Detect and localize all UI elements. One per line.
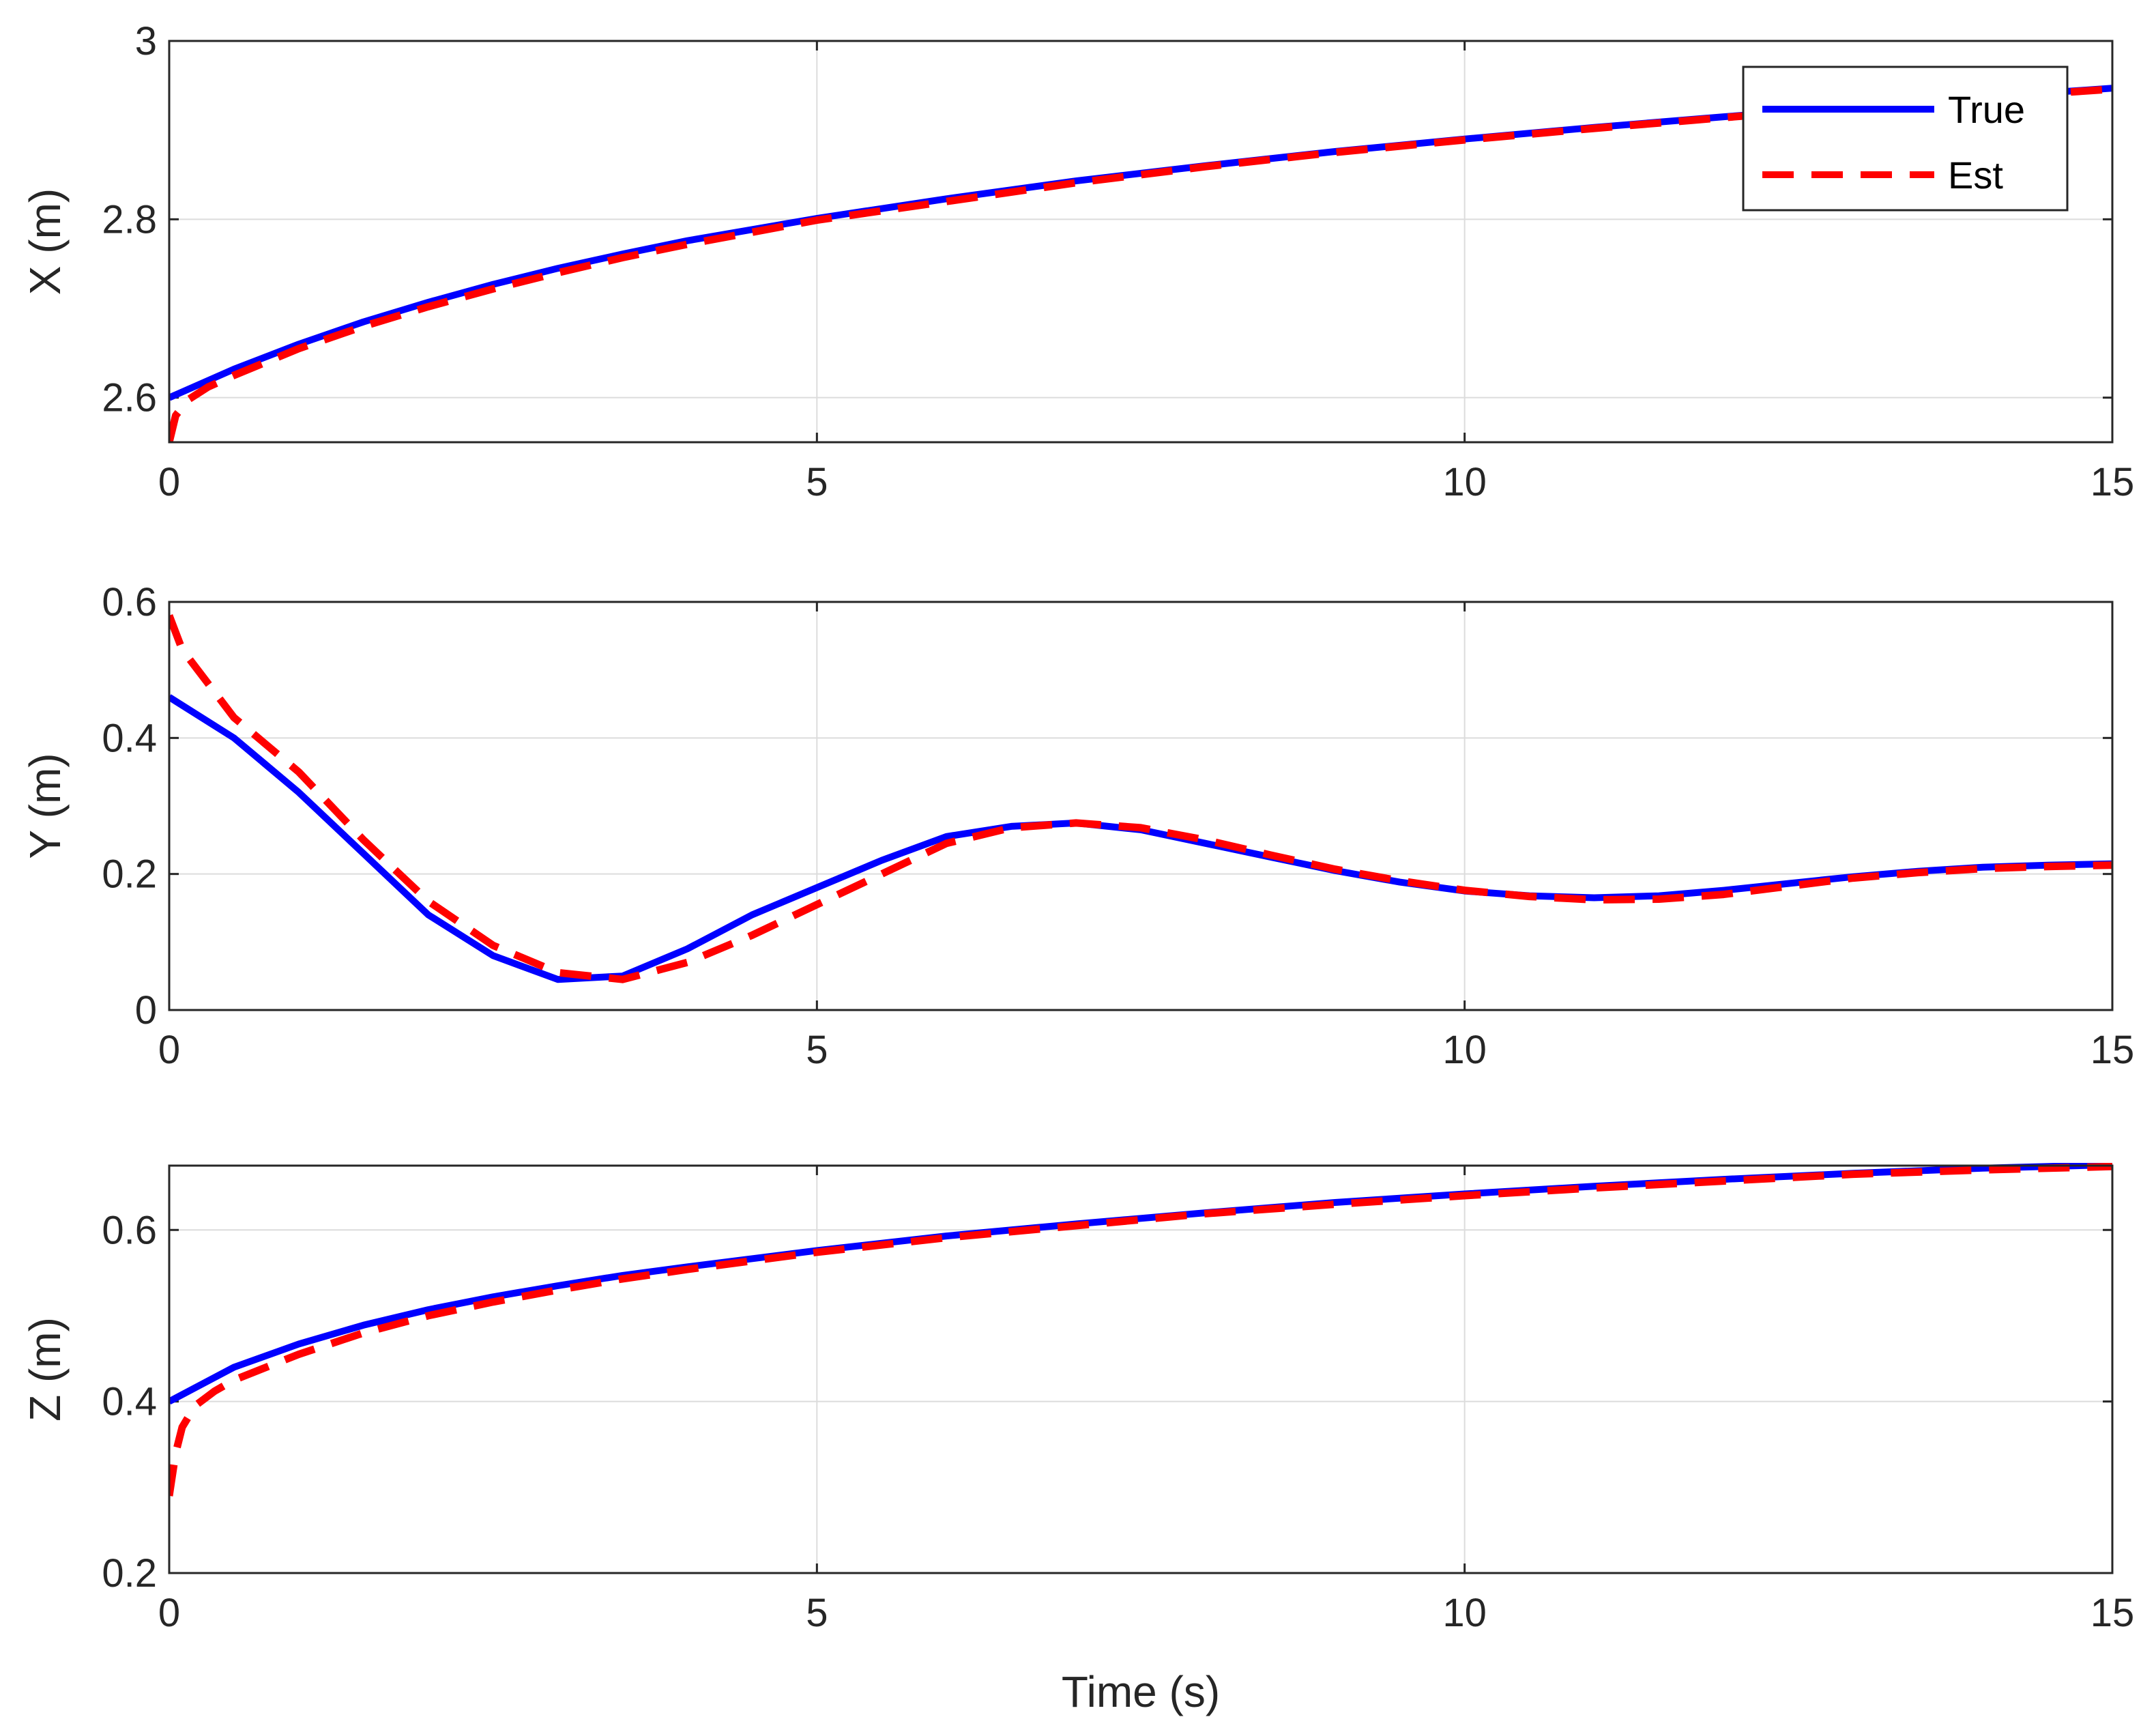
x-tick-label: 5: [806, 1028, 828, 1072]
y-axis-label: Z (m): [20, 1317, 70, 1422]
legend-box: [1742, 66, 2069, 212]
y-tick-label: 0.2: [102, 852, 157, 897]
plot-area: [169, 1166, 2112, 1573]
x-tick-label: 5: [806, 460, 828, 504]
plot-area: [169, 602, 2112, 1010]
y-tick-label: 2.6: [102, 376, 157, 420]
y-tick-label: 2.8: [102, 197, 157, 242]
y-tick-label: 0.4: [102, 716, 157, 760]
legend-label-true: True: [1948, 88, 2025, 131]
y-tick-label: 0.2: [102, 1551, 157, 1596]
y-axis-label: X (m): [20, 188, 70, 295]
y-tick-label: 0.6: [102, 580, 157, 624]
x-tick-label: 10: [1442, 460, 1487, 504]
y-tick-label: 0.6: [102, 1208, 157, 1252]
axes-box: [168, 1164, 2114, 1574]
axes-box: [168, 601, 2114, 1011]
legend-label-est: Est: [1948, 154, 2003, 197]
x-tick-label: 15: [2091, 1591, 2135, 1635]
y-tick-label: 0.4: [102, 1380, 157, 1424]
subplot-3: 0 5 10 15 0.2 0.4 0.6 Z (m) Time (s): [20, 1163, 2135, 1716]
y-axis-label: Y (m): [20, 753, 70, 859]
x-tick-label: 0: [158, 460, 180, 504]
series-line-est: [169, 1163, 2112, 1497]
x-tick-label: 15: [2091, 460, 2135, 504]
axes-box: [168, 40, 2114, 444]
y-tick-label: 3: [135, 19, 157, 63]
x-tick-label: 10: [1442, 1591, 1487, 1635]
subplot-2: 0 5 10 15 0 0.2 0.4 0.6 Y (m): [20, 580, 2134, 1072]
y-tick-label: 0: [135, 988, 157, 1033]
series-line-est: [169, 85, 2112, 442]
x-tick-label: 15: [2091, 1028, 2135, 1072]
series-line-est: [169, 614, 2112, 983]
x-tick-label: 0: [158, 1591, 180, 1635]
x-axis-label: Time (s): [1062, 1667, 1220, 1716]
x-tick-label: 10: [1442, 1028, 1487, 1072]
subplot-1: 0 5 10 15 2.6 2.8 3 X (m) True Est: [20, 19, 2134, 504]
x-tick-label: 5: [806, 1591, 828, 1635]
legend: True Est: [1742, 66, 2069, 212]
x-tick-label: 0: [158, 1028, 180, 1072]
